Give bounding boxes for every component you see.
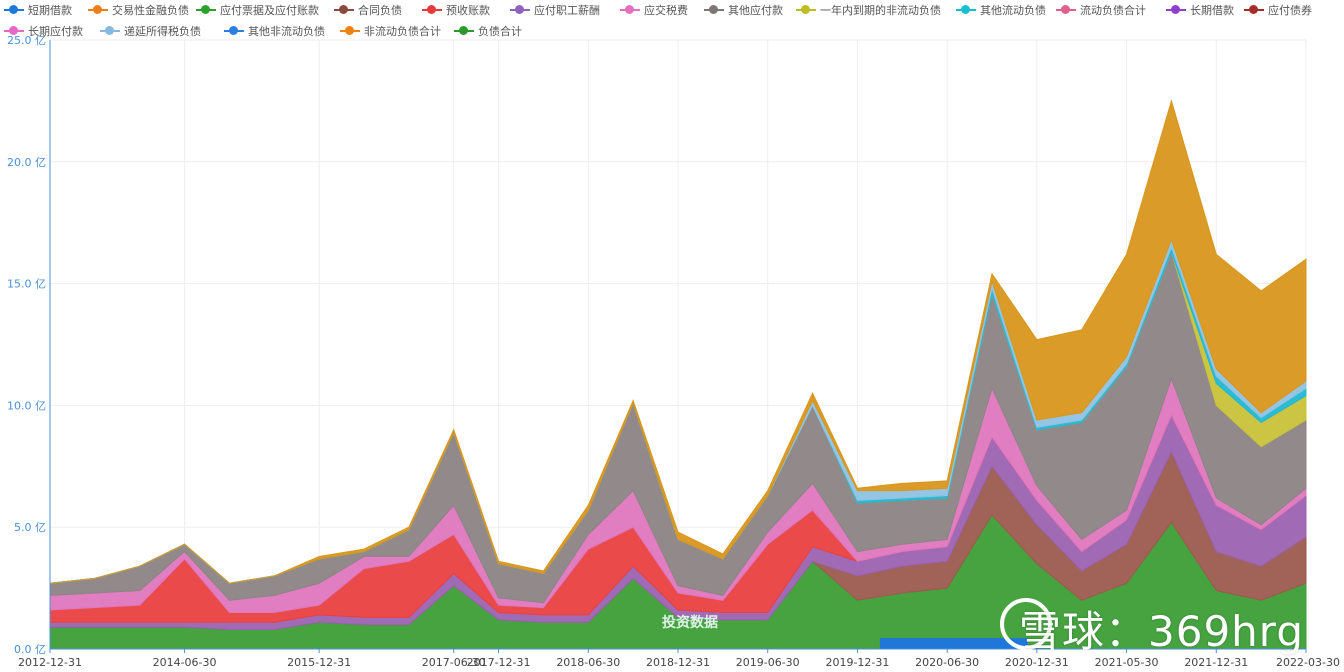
legend-marker-icon bbox=[704, 5, 724, 14]
legend-marker-icon bbox=[510, 5, 530, 14]
legend-item-12[interactable]: 应付债券 bbox=[1244, 1, 1312, 19]
legend-marker-icon bbox=[422, 5, 442, 14]
axes: 0.0 亿 5.0 亿 10.0 亿 15.0 亿 20.0 亿 25.0 亿 2012-1… bbox=[7, 34, 1340, 669]
legend-label: 其他流动负债 bbox=[980, 4, 1046, 17]
legend-marker-icon bbox=[1166, 5, 1186, 14]
legend-label: 其他非流动负债 bbox=[248, 25, 325, 38]
brand-watermark: 雪球：369hrg bbox=[1019, 607, 1304, 656]
legend-item-0[interactable]: 短期借款 bbox=[4, 1, 72, 19]
legend-label: 流动负债合计 bbox=[1080, 4, 1146, 17]
legend-label: 其他应付款 bbox=[728, 4, 783, 17]
legend-item-15[interactable]: 其他非流动负债 bbox=[224, 22, 325, 40]
y-tick-label-3: 15.0 亿 bbox=[7, 278, 46, 291]
legend-label: 应交税费 bbox=[644, 4, 688, 17]
legend-marker-icon bbox=[88, 5, 108, 14]
legend-marker-icon bbox=[796, 5, 816, 14]
x-tick-label-6: 2018-12-31 bbox=[646, 656, 710, 669]
x-tick-label-10: 2020-12-31 bbox=[1005, 656, 1069, 669]
legend-label: 预收账款 bbox=[446, 4, 490, 17]
legend-item-9[interactable]: 其他流动负债 bbox=[956, 1, 1046, 19]
x-tick-label-4: 2017-12-31 bbox=[467, 656, 531, 669]
area-series-9 bbox=[49, 99, 1307, 584]
legend-label: 合同负债 bbox=[358, 4, 402, 17]
area-series bbox=[49, 99, 1307, 650]
legend-item-5[interactable]: 应付职工薪酬 bbox=[510, 1, 600, 19]
legend-item-13[interactable]: 长期应付款 bbox=[4, 22, 83, 40]
legend-marker-icon bbox=[454, 26, 474, 35]
x-tick-label-12: 2021-12-31 bbox=[1184, 656, 1248, 669]
y-tick-label-1: 5.0 亿 bbox=[14, 521, 46, 534]
legend-marker-icon bbox=[956, 5, 976, 14]
legend-item-6[interactable]: 应交税费 bbox=[620, 1, 688, 19]
y-tick-label-2: 10.0 亿 bbox=[7, 399, 46, 412]
x-tick-label-1: 2014-06-30 bbox=[153, 656, 217, 669]
legend-marker-icon bbox=[1056, 5, 1076, 14]
legend-marker-icon bbox=[4, 26, 24, 35]
x-tick-label-9: 2020-06-30 bbox=[915, 656, 979, 669]
legend-label: 应付职工薪酬 bbox=[534, 4, 600, 17]
legend-label: 应付票据及应付账款 bbox=[220, 4, 319, 17]
x-tick-label-5: 2018-06-30 bbox=[556, 656, 620, 669]
legend-marker-icon bbox=[224, 26, 244, 35]
legend-item-1[interactable]: 交易性金融负债 bbox=[88, 1, 189, 19]
y-tick-label-5: 25.0 亿 bbox=[7, 34, 46, 47]
legend-label: 长期应付款 bbox=[28, 25, 83, 38]
legend-item-3[interactable]: 合同负债 bbox=[334, 1, 402, 19]
legend-item-17[interactable]: 负债合计 bbox=[454, 22, 522, 40]
x-tick-label-3: 2017-06-30 bbox=[422, 656, 486, 669]
legend-label: 负债合计 bbox=[478, 25, 522, 38]
legend-label: 长期借款 bbox=[1190, 4, 1234, 17]
legend-item-10[interactable]: 流动负债合计 bbox=[1056, 1, 1146, 19]
legend-label: 交易性金融负债 bbox=[112, 4, 189, 17]
x-tick-label-7: 2019-06-30 bbox=[736, 656, 800, 669]
brand-logo-icon bbox=[1000, 598, 1052, 650]
x-tick-label-11: 2021-05-30 bbox=[1095, 656, 1159, 669]
legend-item-16[interactable]: 非流动负债合计 bbox=[340, 22, 441, 40]
legend-marker-icon bbox=[620, 5, 640, 14]
x-tick-label-2: 2015-12-31 bbox=[287, 656, 351, 669]
legend-item-4[interactable]: 预收账款 bbox=[422, 1, 490, 19]
legend-marker-icon bbox=[340, 26, 360, 35]
x-tick-label-8: 2019-12-31 bbox=[825, 656, 889, 669]
y-tick-label-0: 0.0 亿 bbox=[14, 643, 46, 656]
legend-item-2[interactable]: 应付票据及应付账款 bbox=[196, 1, 319, 19]
legend-label: 应付债券 bbox=[1268, 4, 1312, 17]
legend-item-11[interactable]: 长期借款 bbox=[1166, 1, 1234, 19]
legend-item-8[interactable]: 一年内到期的非流动负债 bbox=[796, 1, 941, 19]
overlay-blocks bbox=[879, 638, 1028, 649]
legend-marker-icon bbox=[196, 5, 216, 14]
legend: 短期借款 交易性金融负债 应付票据及应付账款 合同负债 预收账款 应付职工薪酬 应交税费 其他… bbox=[4, 0, 1340, 40]
source-watermark: 投资数据 bbox=[662, 615, 718, 631]
y-tick-label-4: 20.0 亿 bbox=[7, 156, 46, 169]
legend-marker-icon bbox=[4, 5, 24, 14]
legend-label: 非流动负债合计 bbox=[364, 25, 441, 38]
legend-item-14[interactable]: 递延所得税负债 bbox=[100, 22, 201, 40]
legend-marker-icon bbox=[1244, 5, 1264, 14]
legend-item-7[interactable]: 其他应付款 bbox=[704, 1, 783, 19]
legend-label: 一年内到期的非流动负债 bbox=[820, 4, 941, 17]
legend-marker-icon bbox=[334, 5, 354, 14]
x-tick-label-0: 2012-12-31 bbox=[18, 656, 82, 669]
legend-marker-icon bbox=[100, 26, 120, 35]
x-tick-label-13: 2022-03-30 bbox=[1276, 656, 1340, 669]
overlay-block-0 bbox=[879, 638, 1028, 649]
legend-label: 递延所得税负债 bbox=[124, 25, 201, 38]
legend-label: 短期借款 bbox=[28, 4, 72, 17]
